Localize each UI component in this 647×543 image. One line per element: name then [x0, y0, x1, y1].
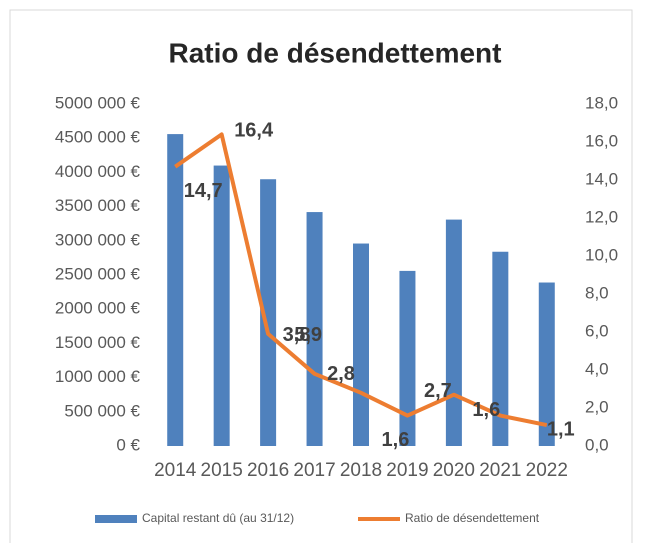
y-tick-label: 2500 000 €	[55, 264, 141, 283]
legend-label: Capital restant dû (au 31/12)	[142, 511, 294, 525]
legend-swatch	[95, 515, 137, 523]
data-label: 2,8	[327, 363, 355, 385]
legend-label: Ratio de désendettement	[405, 511, 540, 525]
x-tick-label: 2018	[340, 460, 382, 481]
bar	[445, 219, 462, 446]
bar	[353, 243, 369, 446]
y-tick-label: 4000 000 €	[55, 162, 141, 181]
x-tick-label: 2021	[479, 460, 521, 481]
y-tick-label: 1000 000 €	[55, 367, 141, 386]
y2-tick-label: 2,0	[585, 397, 609, 416]
bar	[538, 282, 555, 446]
y2-tick-label: 10,0	[585, 245, 618, 264]
y2-tick-label: 16,0	[585, 131, 618, 150]
y-tick-label: 4500 000 €	[55, 128, 141, 147]
y2-tick-label: 14,0	[585, 169, 618, 188]
data-label: 5,9	[294, 324, 322, 346]
bar	[167, 134, 184, 446]
x-tick-label: 2016	[247, 460, 289, 481]
x-tick-label: 2022	[526, 460, 568, 481]
line	[174, 132, 548, 428]
y-tick-label: 3500 000 €	[55, 196, 141, 215]
x-tick-label: 2019	[386, 460, 428, 481]
y2-tick-label: 0,0	[585, 435, 609, 454]
y-tick-label: 2000 000 €	[55, 299, 141, 318]
bar	[306, 212, 323, 446]
data-label: 1,6	[382, 429, 410, 451]
data-label: 2,7	[424, 380, 452, 402]
data-label: 1,6	[472, 399, 500, 421]
x-tick-label: 2020	[433, 460, 475, 481]
bar	[492, 251, 509, 446]
y-tick-label: 1500 000 €	[55, 333, 141, 352]
data-label: 3,8	[283, 324, 311, 346]
y2-tick-label: 8,0	[585, 283, 609, 302]
x-tick-label: 2014	[154, 460, 197, 481]
y-tick-label: 0 €	[116, 435, 140, 454]
data-label: 14,7	[184, 180, 223, 202]
bar	[260, 179, 277, 447]
x-tick-label: 2017	[293, 460, 335, 481]
y-tick-label: 500 000 €	[64, 401, 140, 420]
data-label: 1,1	[547, 418, 575, 440]
y2-tick-label: 18,0	[585, 93, 618, 112]
chart-title: Ratio de désendettement	[169, 37, 502, 68]
y2-tick-label: 6,0	[585, 321, 609, 340]
bar	[399, 270, 416, 446]
y-tick-label: 3000 000 €	[55, 230, 141, 249]
data-label: 16,4	[234, 120, 274, 142]
bar	[213, 165, 230, 446]
x-tick-label: 2015	[201, 460, 243, 481]
y-tick-label: 5000 000 €	[55, 93, 141, 112]
y2-tick-label: 12,0	[585, 207, 618, 226]
y2-tick-label: 4,0	[585, 359, 609, 378]
